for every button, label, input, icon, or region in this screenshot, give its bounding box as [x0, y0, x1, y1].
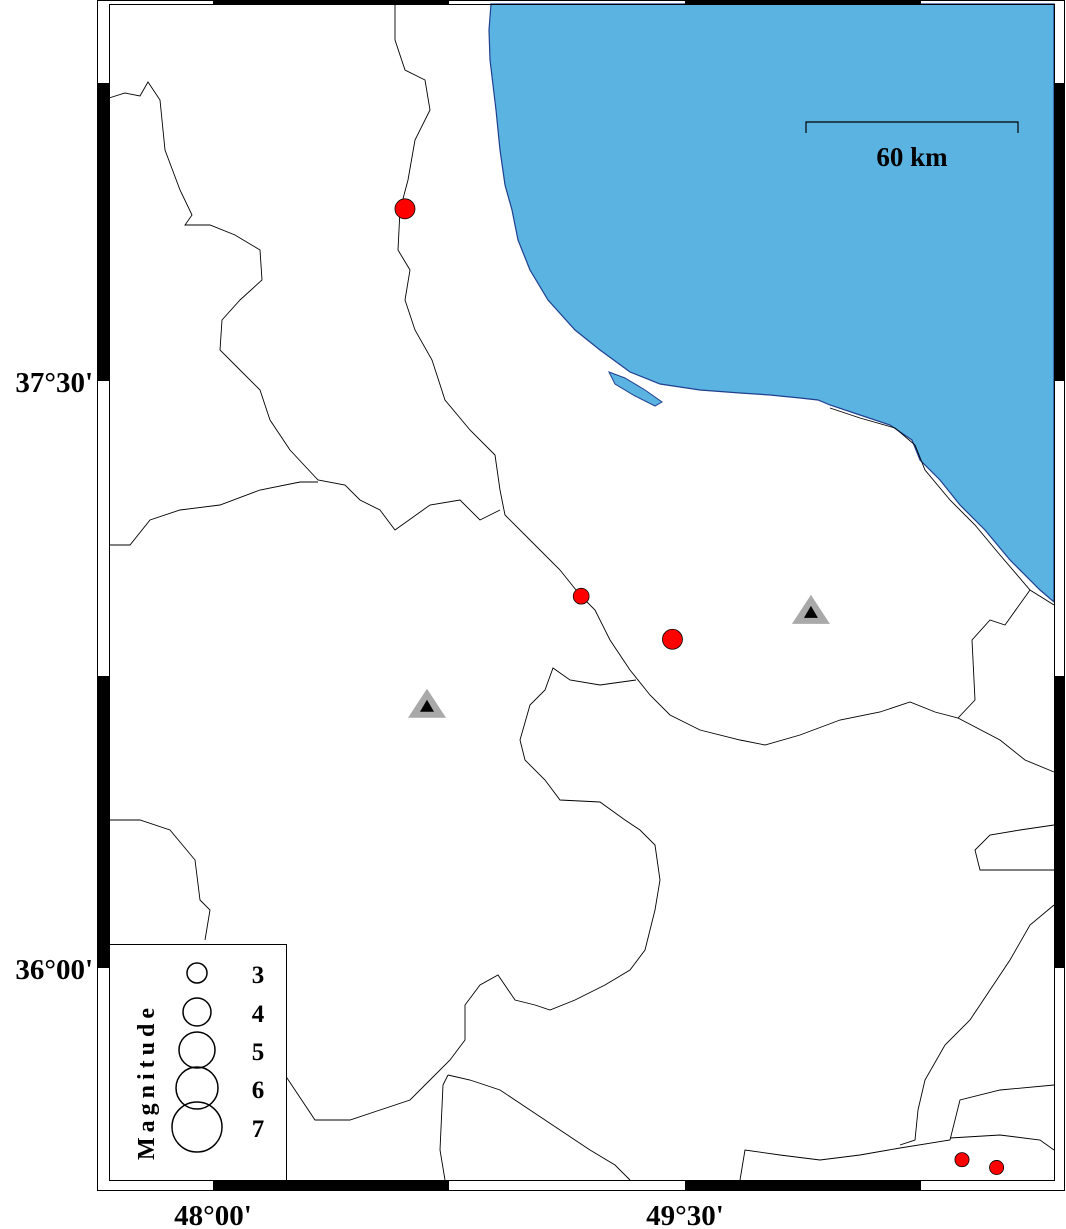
lat-label-36-00: 36°00': [15, 954, 93, 986]
legend-item-6: 6: [252, 1077, 265, 1104]
caspian-sea: [488, 3, 1055, 604]
earthquake-event-1: [572, 587, 590, 605]
coastline-outer: [829, 407, 1055, 606]
lat-label-37-30: 37°30': [15, 367, 93, 399]
magnitude-legend: Magnitude 3 4 5 6 7: [109, 944, 287, 1181]
station-0-triangle-icon: [791, 594, 830, 624]
legend-title: Magnitude: [134, 1003, 160, 1160]
legend-item-5: 5: [252, 1039, 265, 1066]
map-frame: [97, 0, 1065, 1191]
legend-item-4: 4: [252, 1001, 265, 1028]
lon-label-48-00: 48°00': [174, 1200, 252, 1229]
scale-bar-label: 60 km: [876, 142, 948, 172]
legend-item-7: 7: [252, 1116, 265, 1143]
seismic-stations: [407, 594, 830, 718]
scale-bar: 60 km: [805, 121, 1019, 172]
earthquake-event-2: [662, 628, 683, 650]
earthquake-event-4: [989, 1160, 1005, 1175]
lagoon: [607, 371, 663, 407]
earthquake-event-3: [954, 1152, 970, 1168]
legend-item-3: 3: [252, 962, 265, 989]
earthquake-events: [394, 198, 1005, 1175]
lon-label-49-30: 49°30': [646, 1200, 724, 1229]
station-1-triangle-icon: [407, 688, 446, 718]
admin-borders: [108, 4, 1055, 1181]
earthquake-event-0: [394, 198, 416, 220]
